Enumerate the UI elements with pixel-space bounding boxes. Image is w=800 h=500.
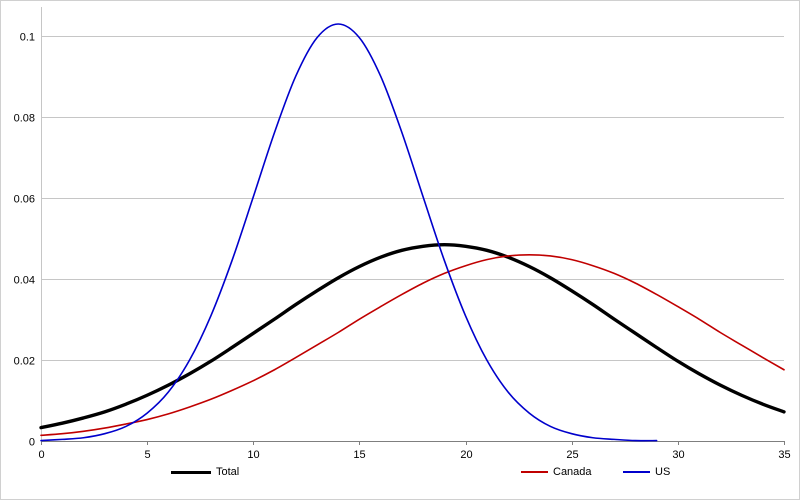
- x-tick-label: 35: [778, 449, 790, 461]
- series-line-total[interactable]: [39, 242, 786, 430]
- legend-item-canada[interactable]: Canada: [521, 464, 592, 480]
- y-tick-label: 0.06: [14, 194, 35, 206]
- legend-label: Canada: [553, 466, 592, 478]
- x-tick-label: 20: [460, 449, 472, 461]
- x-tick-label: 5: [144, 449, 150, 461]
- y-tick-label: 0.08: [14, 113, 35, 125]
- x-tick-label: 30: [672, 449, 684, 461]
- y-tick-label: 0.04: [14, 275, 35, 287]
- y-tick-label: 0.02: [14, 356, 35, 368]
- legend-line-sample: [171, 470, 211, 474]
- legend-label: US: [655, 466, 671, 478]
- x-tick-label: 10: [247, 449, 259, 461]
- series-line-canada[interactable]: [40, 253, 785, 437]
- y-tick-label: 0: [29, 437, 35, 449]
- y-tick-label: 0.1: [20, 32, 35, 44]
- legend-label: Total: [216, 466, 240, 478]
- series-line-us[interactable]: [40, 23, 658, 442]
- legend-line-sample: [521, 471, 548, 473]
- x-tick-label: 15: [353, 449, 365, 461]
- legend-item-total[interactable]: Total: [171, 464, 239, 480]
- x-tick-label: 0: [38, 449, 44, 461]
- legend-line-sample: [623, 471, 650, 473]
- x-tick-label: 25: [566, 449, 578, 461]
- legend-item-us[interactable]: US: [623, 464, 670, 480]
